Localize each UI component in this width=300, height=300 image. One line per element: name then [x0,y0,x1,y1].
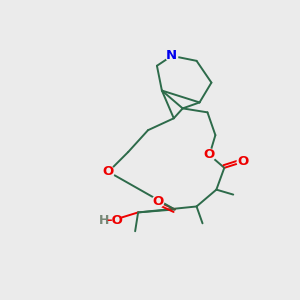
Text: O: O [152,195,164,208]
Text: N: N [166,50,177,62]
Text: H: H [99,214,110,227]
Circle shape [102,166,114,178]
Text: O: O [238,155,249,168]
Circle shape [166,50,178,62]
Circle shape [98,214,110,226]
Circle shape [237,156,249,168]
Text: -O: -O [106,214,123,227]
Text: O: O [103,165,114,178]
Circle shape [107,213,121,227]
Text: O: O [204,148,215,161]
Circle shape [152,196,164,208]
Circle shape [203,149,215,161]
